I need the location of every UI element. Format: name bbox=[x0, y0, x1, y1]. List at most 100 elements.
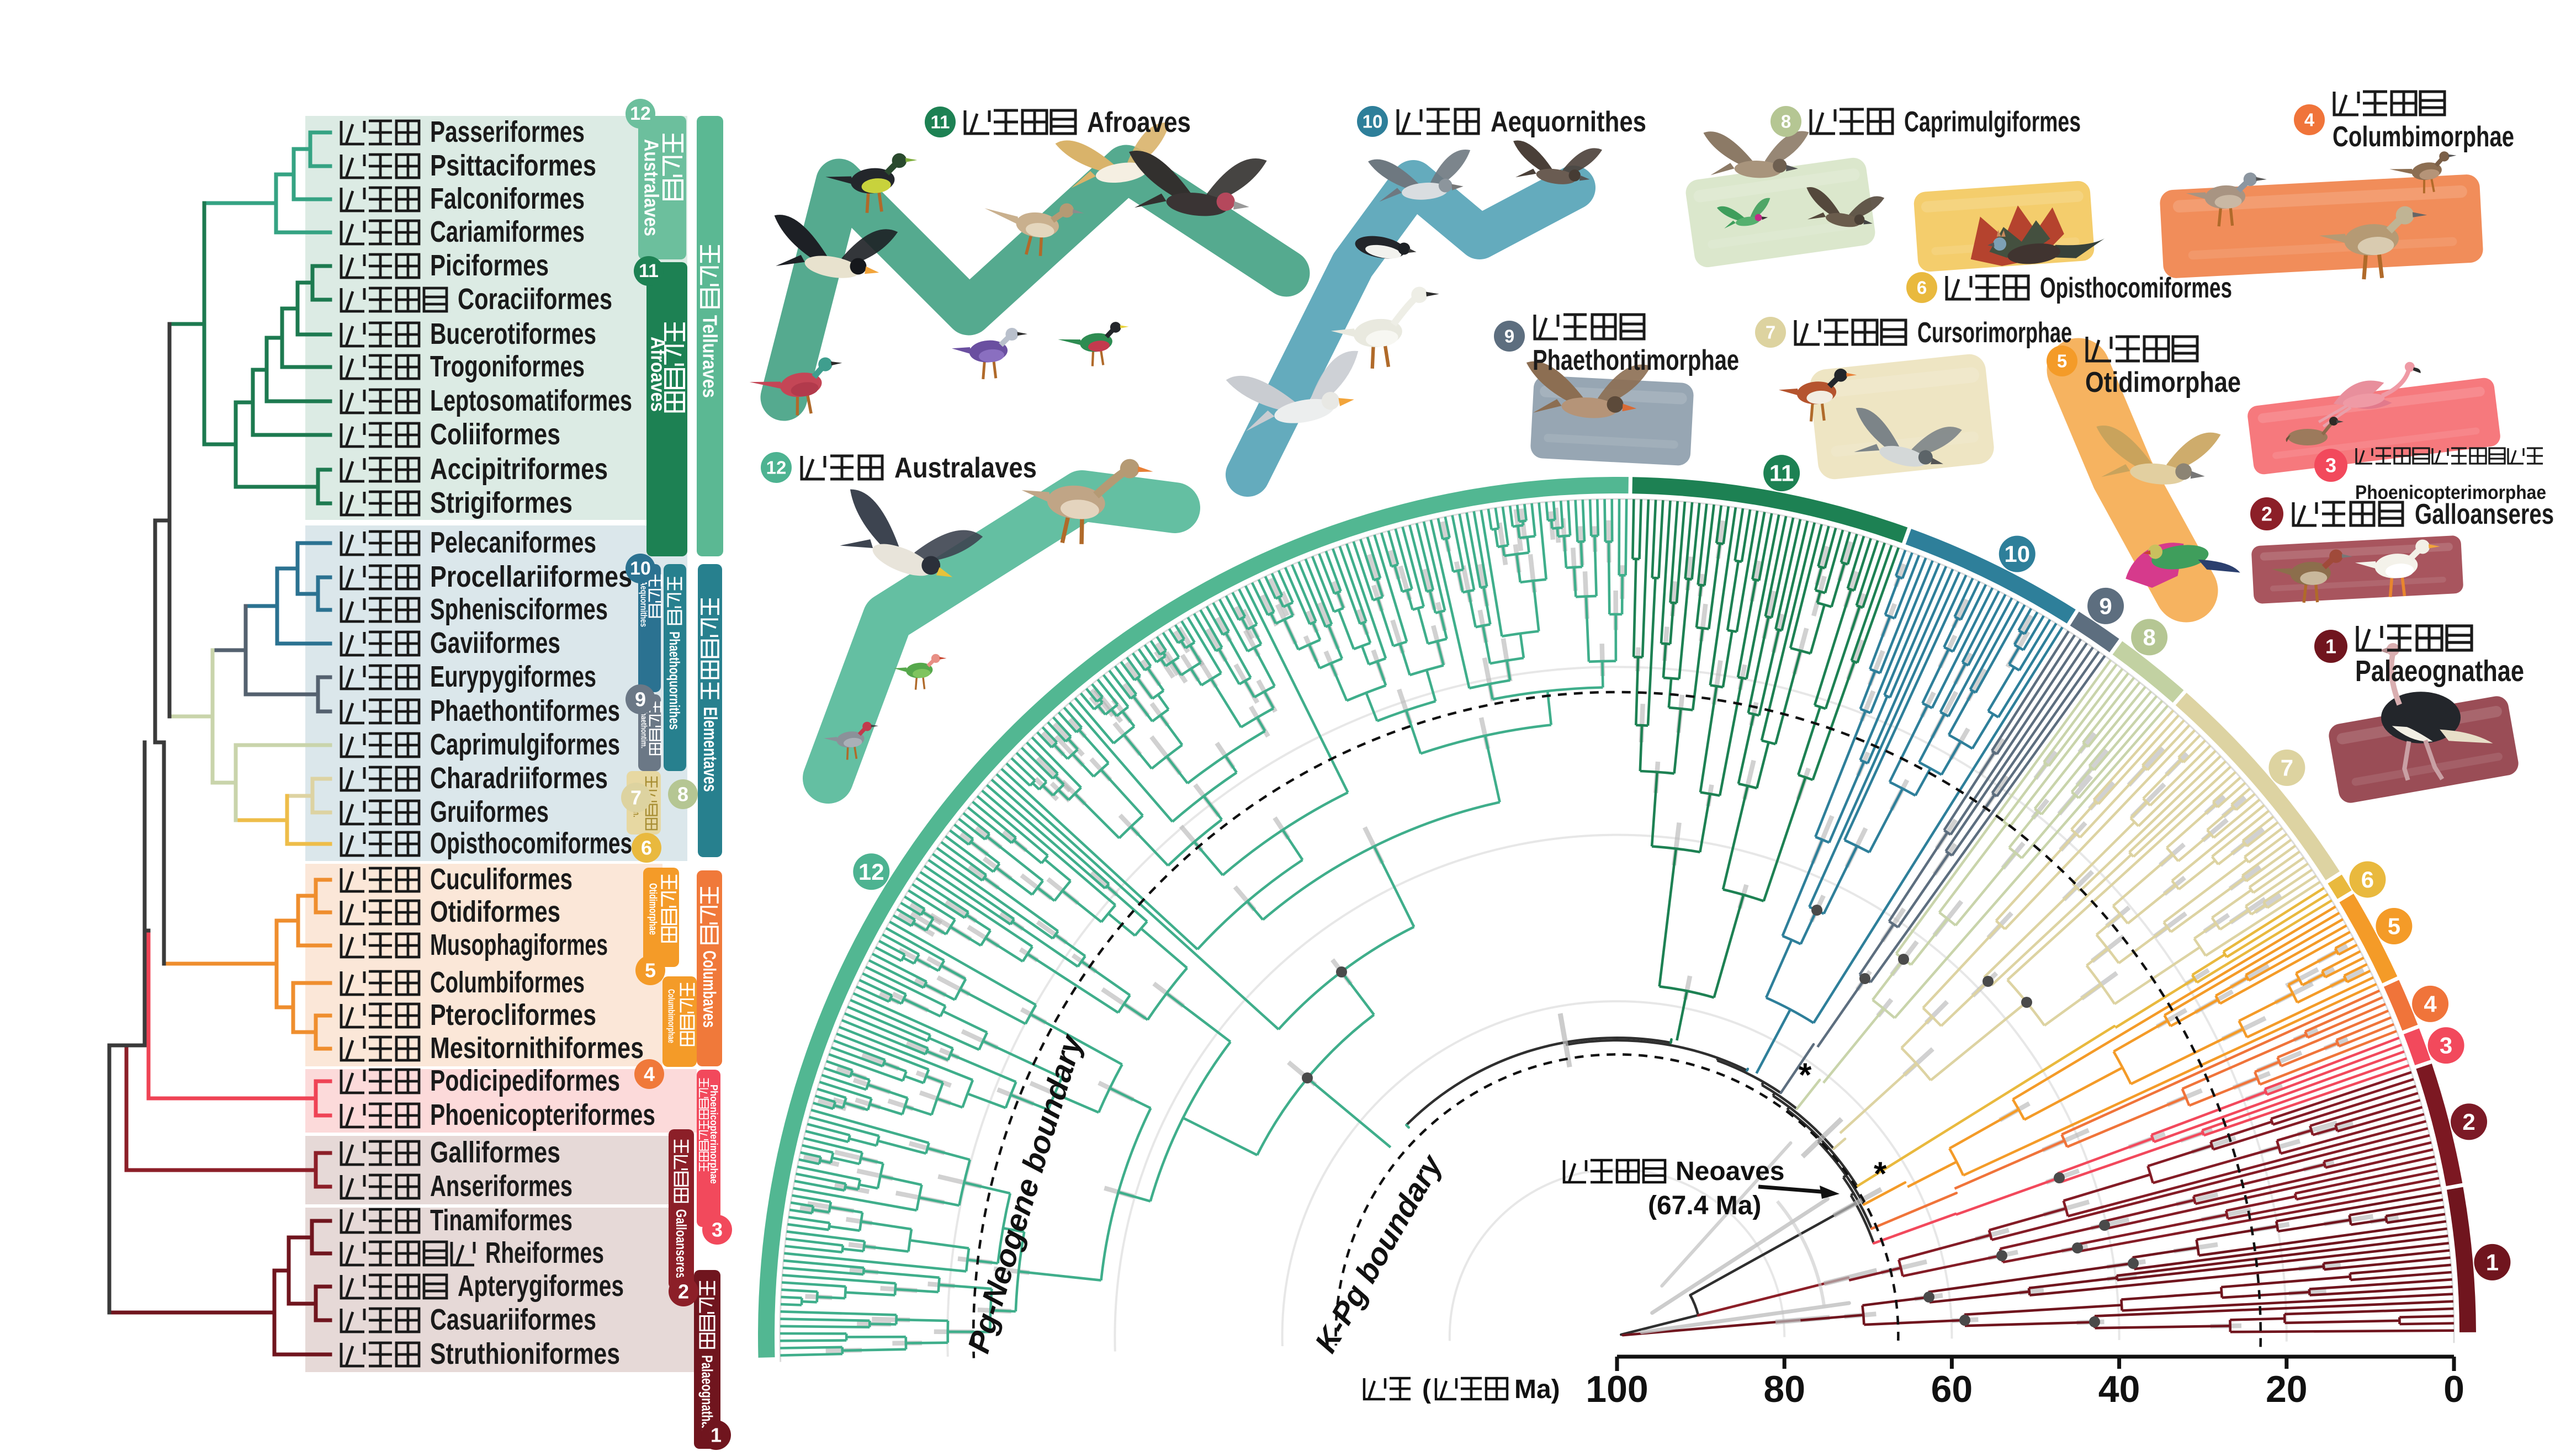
svg-text:11: 11 bbox=[931, 112, 950, 132]
svg-text:Australaves: Australaves bbox=[640, 139, 663, 236]
svg-text:1: 1 bbox=[2486, 1249, 2499, 1275]
svg-text:9: 9 bbox=[1504, 326, 1514, 347]
svg-text:2: 2 bbox=[678, 1280, 689, 1303]
svg-text:Columbimorphae: Columbimorphae bbox=[666, 989, 677, 1043]
svg-text:Phaethontiformes: Phaethontiformes bbox=[430, 694, 620, 727]
svg-text:9: 9 bbox=[2099, 593, 2112, 619]
svg-text:Elementaves: Elementaves bbox=[699, 707, 720, 792]
svg-text:0: 0 bbox=[2443, 1368, 2464, 1410]
svg-text:100: 100 bbox=[1586, 1368, 1648, 1410]
svg-text:20: 20 bbox=[2266, 1368, 2308, 1410]
svg-text:Sphenisciformes: Sphenisciformes bbox=[430, 593, 608, 626]
svg-text:Trogoniformes: Trogoniformes bbox=[430, 350, 585, 383]
svg-text:Telluraves: Telluraves bbox=[699, 315, 722, 398]
svg-text:*: * bbox=[1902, 1297, 1916, 1334]
svg-text:10: 10 bbox=[2004, 541, 2030, 567]
svg-text:7: 7 bbox=[1766, 322, 1775, 343]
svg-text:Struthioniformes: Struthioniformes bbox=[430, 1337, 620, 1370]
svg-text:80: 80 bbox=[1763, 1368, 1805, 1410]
svg-text:(: ( bbox=[1422, 1375, 1431, 1404]
svg-text:Ma): Ma) bbox=[1514, 1375, 1560, 1404]
svg-text:4: 4 bbox=[2424, 991, 2437, 1017]
svg-text:Columbimorphae: Columbimorphae bbox=[2333, 121, 2514, 153]
svg-text:Cariamiformes: Cariamiformes bbox=[430, 215, 585, 248]
svg-text:2: 2 bbox=[2462, 1109, 2475, 1135]
svg-text:10: 10 bbox=[1363, 111, 1383, 132]
svg-text:Caprimulgiformes: Caprimulgiformes bbox=[430, 728, 620, 761]
svg-text:11: 11 bbox=[639, 261, 659, 281]
svg-text:8: 8 bbox=[677, 783, 688, 806]
svg-text:3: 3 bbox=[712, 1219, 723, 1241]
svg-text:Psittaciformes: Psittaciformes bbox=[430, 149, 596, 182]
svg-text:5: 5 bbox=[2388, 913, 2400, 939]
svg-text:6: 6 bbox=[1917, 278, 1927, 298]
svg-text:Mesitornithiformes: Mesitornithiformes bbox=[430, 1032, 644, 1065]
svg-text:3: 3 bbox=[2440, 1033, 2452, 1059]
svg-text:Galloanseres: Galloanseres bbox=[2415, 498, 2554, 530]
svg-text:Leptosomatiformes: Leptosomatiformes bbox=[430, 384, 632, 417]
svg-text:Palaeognathae: Palaeognathae bbox=[2355, 655, 2524, 688]
svg-text:11: 11 bbox=[1769, 460, 1794, 486]
svg-text:Cursorimorphae: Cursorimorphae bbox=[1917, 317, 2072, 349]
svg-text:Otidimorphae: Otidimorphae bbox=[647, 883, 659, 935]
svg-text:Casuariiformes: Casuariiformes bbox=[430, 1303, 596, 1336]
svg-text:Cuculiformes: Cuculiformes bbox=[430, 863, 573, 896]
svg-text:Piciformes: Piciformes bbox=[430, 249, 549, 282]
svg-text:(67.4 Ma): (67.4 Ma) bbox=[1648, 1191, 1761, 1220]
svg-text:Charadriiformes: Charadriiformes bbox=[430, 762, 608, 795]
svg-text:4: 4 bbox=[2304, 110, 2315, 130]
svg-text:Aequornithes: Aequornithes bbox=[639, 581, 649, 627]
svg-text:5: 5 bbox=[2057, 351, 2067, 371]
svg-text:60: 60 bbox=[1931, 1368, 1973, 1410]
svg-text:Phaethontim.: Phaethontim. bbox=[639, 708, 649, 748]
svg-text:Gaviiformes: Gaviiformes bbox=[430, 626, 560, 660]
svg-text:Afroaves: Afroaves bbox=[647, 337, 670, 412]
svg-text:7: 7 bbox=[630, 787, 642, 809]
svg-text:1: 1 bbox=[711, 1424, 722, 1447]
svg-text:Bucerotiformes: Bucerotiformes bbox=[430, 317, 596, 350]
svg-text:Gruiformes: Gruiformes bbox=[430, 795, 549, 828]
svg-text:*: * bbox=[1799, 1056, 1812, 1093]
svg-text:Anseriformes: Anseriformes bbox=[430, 1170, 573, 1203]
svg-text:Opisthocomiformes: Opisthocomiformes bbox=[430, 827, 632, 860]
svg-text:Aequornithes: Aequornithes bbox=[1491, 106, 1646, 138]
svg-text:8: 8 bbox=[2143, 624, 2155, 650]
svg-text:Phaethoquornithes: Phaethoquornithes bbox=[666, 631, 683, 730]
svg-text:10: 10 bbox=[630, 558, 651, 579]
svg-text:4: 4 bbox=[644, 1063, 655, 1086]
svg-text:12: 12 bbox=[766, 458, 787, 478]
svg-text:Podicipediformes: Podicipediformes bbox=[430, 1064, 620, 1097]
svg-text:12: 12 bbox=[858, 859, 884, 885]
svg-text:9: 9 bbox=[635, 688, 646, 711]
svg-text:Columbaves: Columbaves bbox=[699, 950, 719, 1028]
svg-text:Galliformes: Galliformes bbox=[430, 1136, 560, 1169]
svg-text:Afroaves: Afroaves bbox=[1087, 107, 1191, 139]
svg-text:Coraciiformes: Coraciiformes bbox=[458, 283, 612, 316]
svg-text:5: 5 bbox=[645, 959, 656, 982]
svg-text:1: 1 bbox=[2325, 635, 2336, 658]
svg-text:Pelecaniformes: Pelecaniformes bbox=[430, 526, 596, 559]
svg-text:Falconiformes: Falconiformes bbox=[430, 182, 585, 215]
svg-text:Pterocliformes: Pterocliformes bbox=[430, 998, 596, 1032]
svg-text:Phoenicopterimorphae: Phoenicopterimorphae bbox=[2355, 482, 2546, 503]
svg-text:Columbiformes: Columbiformes bbox=[430, 966, 585, 999]
svg-text:6: 6 bbox=[2361, 867, 2374, 892]
svg-text:Opisthocomiformes: Opisthocomiformes bbox=[2040, 272, 2232, 304]
svg-text:Otidimorphae: Otidimorphae bbox=[2085, 366, 2241, 398]
svg-text:Australaves: Australaves bbox=[894, 452, 1037, 484]
svg-text:Phaethontimorphae: Phaethontimorphae bbox=[1533, 344, 1739, 376]
svg-text:Phoenicopteriformes: Phoenicopteriformes bbox=[430, 1098, 655, 1131]
svg-text:Apterygiformes: Apterygiformes bbox=[458, 1269, 624, 1303]
svg-text:6: 6 bbox=[641, 837, 652, 859]
svg-text:Procellariiformes: Procellariiformes bbox=[430, 560, 632, 593]
svg-text:3: 3 bbox=[2325, 454, 2336, 477]
svg-text:Passeriformes: Passeriformes bbox=[430, 115, 585, 148]
svg-text:Galloanseres: Galloanseres bbox=[673, 1209, 690, 1279]
svg-text:Accipitriformes: Accipitriformes bbox=[430, 453, 608, 486]
svg-text:Rheiformes: Rheiformes bbox=[485, 1236, 604, 1269]
svg-text:Caprimulgiformes: Caprimulgiformes bbox=[1904, 106, 2081, 138]
svg-text:Neoaves: Neoaves bbox=[1676, 1157, 1784, 1186]
svg-text:Eurypygiformes: Eurypygiformes bbox=[430, 660, 596, 693]
svg-text:Phoenicopterimorphae: Phoenicopterimorphae bbox=[708, 1085, 719, 1184]
svg-text:*: * bbox=[1874, 1155, 1887, 1192]
